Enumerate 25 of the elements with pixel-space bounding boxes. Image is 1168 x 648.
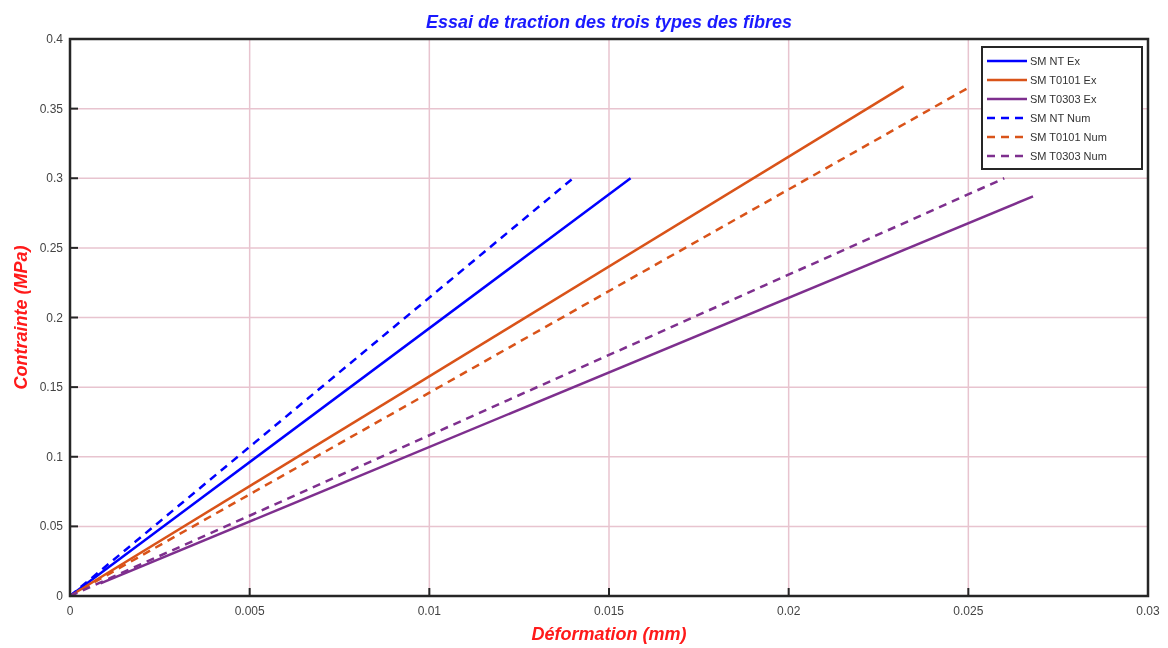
legend-label: SM T0101 Num	[1030, 131, 1107, 143]
legend-label: SM T0303 Num	[1030, 150, 1107, 162]
y-tick-label: 0.25	[39, 240, 64, 255]
legend-label: SM NT Num	[1030, 112, 1091, 124]
x-tick-label: 0.01	[417, 604, 442, 618]
x-axis-title: Déformation (mm)	[531, 624, 687, 644]
x-tick-label: 0.005	[234, 604, 266, 618]
x-tick-label: 0.03	[1136, 604, 1160, 618]
y-tick-label: 0.05	[39, 519, 64, 534]
chart-title: Essai de traction des trois types des fibres	[425, 12, 793, 32]
x-tick-label: 0.02	[776, 604, 801, 618]
x-tick-label: 0.015	[593, 604, 625, 618]
y-tick-label: 0	[56, 589, 64, 603]
x-tick-label: 0.025	[953, 604, 984, 618]
x-tick-label: 0	[66, 604, 74, 618]
y-tick-label: 0.35	[39, 101, 64, 116]
y-tick-label: 0.4	[46, 32, 64, 46]
legend-label: SM NT Ex	[1030, 55, 1081, 67]
y-tick-label: 0.2	[46, 310, 64, 325]
legend-label: SM T0303 Ex	[1030, 93, 1097, 105]
legend-label: SM T0101 Ex	[1030, 74, 1097, 86]
y-tick-label: 0.15	[39, 380, 64, 395]
y-tick-label: 0.1	[46, 449, 64, 464]
y-axis-title: Contrainte (MPa)	[11, 245, 31, 390]
y-tick-label: 0.3	[46, 171, 64, 186]
